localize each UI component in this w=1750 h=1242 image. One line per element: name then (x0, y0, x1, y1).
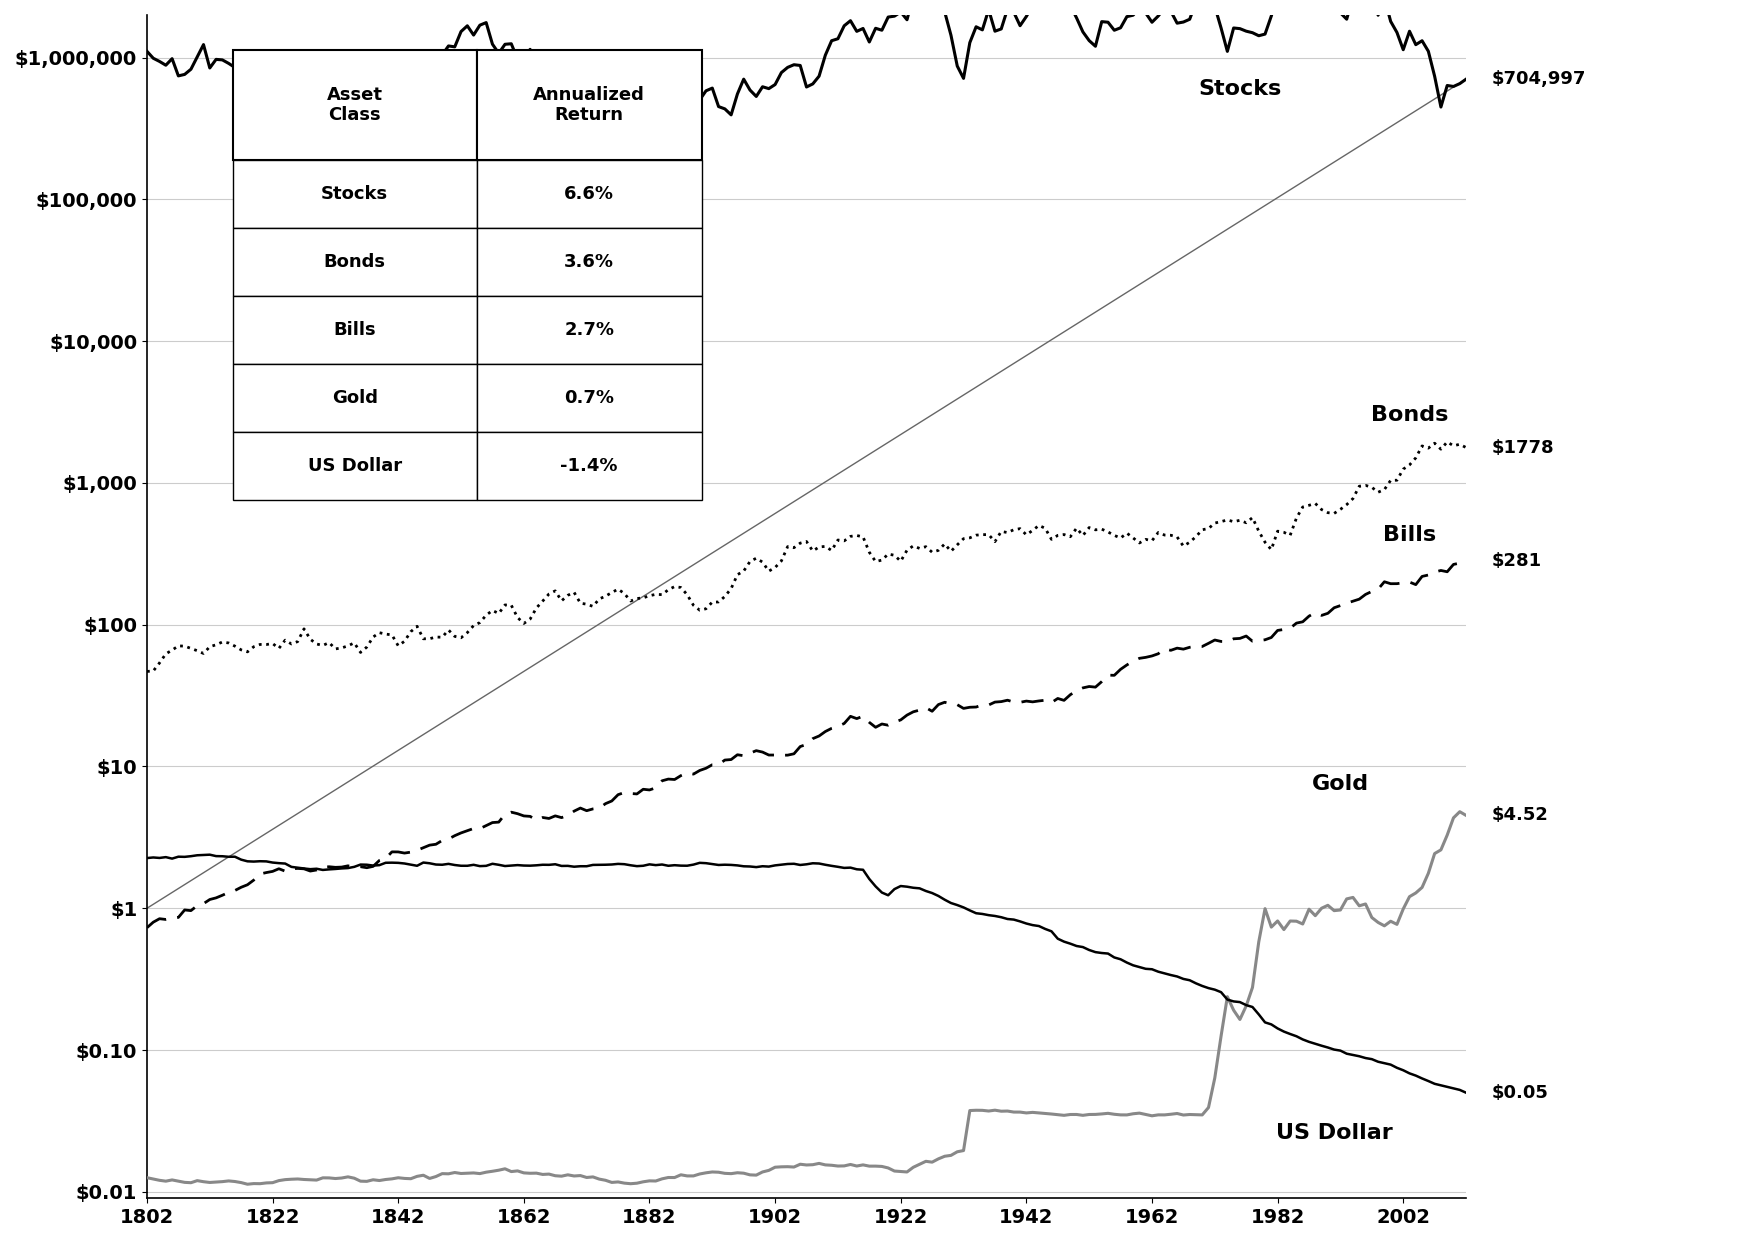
Bar (233, 229, 476, 296)
Text: $704,997: $704,997 (1491, 71, 1586, 88)
Bar (233, 364, 476, 432)
Text: Bills: Bills (1382, 525, 1437, 545)
Text: 3.6%: 3.6% (564, 253, 614, 271)
Bar (233, 160, 476, 229)
Bar (233, 296, 476, 364)
Text: Bills: Bills (334, 322, 376, 339)
Bar (476, 50, 702, 160)
Text: 6.6%: 6.6% (564, 185, 614, 204)
Text: $0.05: $0.05 (1491, 1084, 1549, 1102)
Bar (476, 432, 702, 499)
Bar (476, 364, 702, 432)
Text: Bonds: Bonds (1370, 405, 1449, 425)
Text: $281: $281 (1491, 553, 1542, 570)
Text: $1778: $1778 (1491, 438, 1554, 457)
Bar (476, 229, 702, 296)
Text: US Dollar: US Dollar (1276, 1123, 1393, 1143)
Text: Gold: Gold (1312, 774, 1368, 794)
Text: 2.7%: 2.7% (564, 322, 614, 339)
Text: Stocks: Stocks (1199, 79, 1281, 99)
Text: Gold: Gold (332, 389, 378, 407)
Text: Bonds: Bonds (324, 253, 385, 271)
Bar (233, 50, 476, 160)
Text: Asset
Class: Asset Class (327, 86, 383, 124)
Text: Annualized
Return: Annualized Return (534, 86, 646, 124)
Bar (476, 296, 702, 364)
Bar (476, 160, 702, 229)
Text: US Dollar: US Dollar (308, 457, 402, 474)
Bar (233, 432, 476, 499)
Text: Stocks: Stocks (322, 185, 388, 204)
Text: $4.52: $4.52 (1491, 806, 1549, 825)
Text: 0.7%: 0.7% (564, 389, 614, 407)
Text: -1.4%: -1.4% (560, 457, 618, 474)
